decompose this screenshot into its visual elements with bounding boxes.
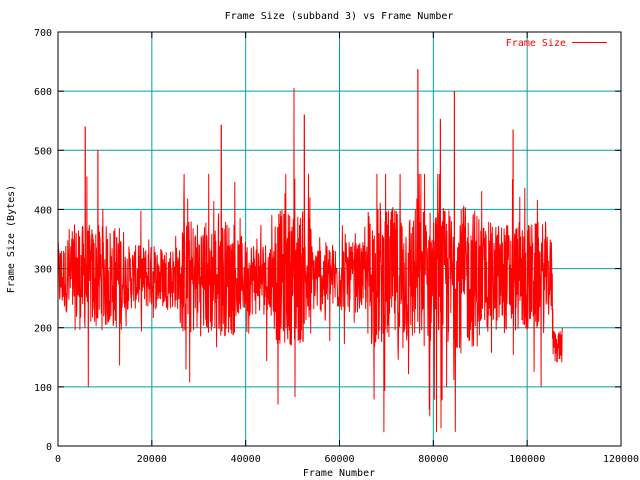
series-line-frame-size (57, 69, 563, 433)
x-tick-label: 40000 (231, 454, 261, 465)
y-tick-label: 500 (34, 146, 52, 157)
x-tick-label: 60000 (324, 454, 354, 465)
x-axis-label: Frame Number (303, 468, 375, 479)
y-tick-label: 200 (34, 324, 52, 335)
y-tick-label: 100 (34, 383, 52, 394)
chart-title: Frame Size (subband 3) vs Frame Number (225, 11, 454, 22)
y-tick-label: 300 (34, 265, 52, 276)
y-axis-label: Frame Size (Bytes) (6, 185, 17, 293)
y-tick-label: 600 (34, 87, 52, 98)
legend-label: Frame Size (506, 38, 566, 49)
axis-ticks: 0 20000 40000 60000 80000 100000 120000 0 100 200… (34, 28, 639, 465)
x-tick-label: 0 (55, 454, 61, 465)
legend: Frame Size (506, 38, 607, 49)
series-frame-size (57, 69, 563, 433)
x-tick-label: 80000 (418, 454, 448, 465)
grid-lines (58, 32, 621, 446)
x-tick-label: 100000 (509, 454, 545, 465)
y-tick-label: 400 (34, 205, 52, 216)
x-tick-label: 120000 (603, 454, 639, 465)
y-tick-label: 0 (46, 442, 52, 453)
y-tick-label: 700 (34, 28, 52, 39)
x-tick-label: 20000 (137, 454, 167, 465)
